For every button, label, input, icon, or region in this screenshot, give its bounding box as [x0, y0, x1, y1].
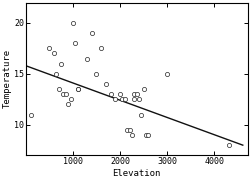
Point [62, 93, 66, 96]
Point [94, 72, 98, 75]
Point [47, 47, 51, 50]
Point [64, 93, 68, 96]
Point [90, 32, 94, 35]
Point [146, 134, 150, 136]
Y-axis label: Temperature: Temperature [2, 49, 12, 109]
Point [128, 128, 132, 131]
Point [236, 159, 240, 162]
Point [226, 144, 230, 147]
Point [29, 113, 33, 116]
Point [76, 88, 80, 91]
Point [142, 88, 146, 91]
Point [123, 98, 127, 101]
Point [104, 83, 108, 86]
Point [165, 72, 169, 75]
Point [68, 98, 72, 101]
Point [125, 128, 129, 131]
Point [120, 98, 124, 101]
Point [139, 113, 143, 116]
Point [137, 98, 141, 101]
Point [134, 93, 138, 96]
Point [113, 98, 117, 101]
Point [132, 93, 136, 96]
Point [57, 88, 61, 91]
Point [76, 88, 80, 91]
Point [99, 47, 103, 50]
Point [85, 57, 89, 60]
Point [59, 62, 63, 65]
Point [66, 103, 70, 106]
X-axis label: Elevation: Elevation [112, 168, 161, 177]
Point [118, 93, 122, 96]
Point [73, 42, 77, 45]
Point [71, 21, 75, 24]
Point [108, 93, 112, 96]
Point [130, 134, 134, 136]
Point [54, 72, 58, 75]
Point [144, 134, 148, 136]
Point [52, 52, 56, 55]
Point [132, 98, 136, 101]
